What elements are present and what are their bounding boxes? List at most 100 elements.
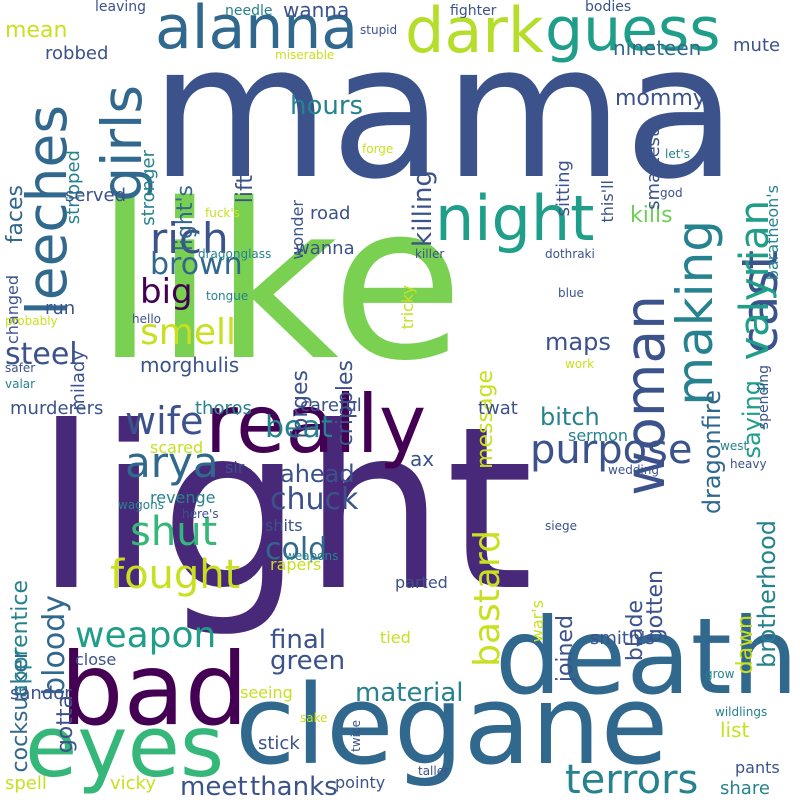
word-eyes: eyes: [25, 698, 225, 797]
word-night: night: [435, 182, 595, 255]
word-guess: guess: [545, 0, 721, 65]
word-lift: lift: [233, 175, 258, 204]
word-leaving: leaving: [95, 0, 147, 15]
word-morghulis: morghulis: [140, 353, 240, 377]
word-light-s: light's: [173, 185, 198, 252]
word-death: death: [495, 596, 799, 718]
word-sermon: sermon: [568, 426, 628, 445]
word-heavy: heavy: [730, 457, 767, 471]
word-hours: hours: [290, 91, 364, 121]
word-thanks: thanks: [250, 772, 338, 800]
word-wonder: wonder: [288, 200, 307, 260]
word-shits: shits: [265, 516, 303, 535]
word-chuck: chuck: [270, 482, 359, 517]
word-rich: rich: [150, 214, 229, 263]
word-tongue: tongue: [206, 289, 249, 303]
word-mommy: mommy: [615, 86, 706, 111]
word-bastard: bastard: [467, 530, 508, 667]
word-joined: joined: [553, 615, 578, 683]
word-like: like: [95, 157, 464, 408]
word-fighter: fighter: [450, 3, 497, 19]
word-work: work: [565, 357, 595, 371]
word-message: message: [473, 370, 498, 469]
word-wanna: wanna: [295, 238, 355, 259]
word-vicky: vicky: [110, 773, 156, 794]
word-alanna: alanna: [155, 0, 359, 63]
word-let-s: let's: [665, 147, 690, 161]
word-mama: mama: [150, 4, 738, 220]
word-careful: careful: [300, 395, 362, 416]
word-road: road: [310, 203, 351, 224]
word-brown: brown: [150, 247, 243, 282]
word-spell: spell: [5, 773, 47, 794]
word-run: run: [45, 298, 76, 319]
word-west: west: [720, 439, 749, 453]
word-thoros: thoros: [195, 398, 252, 419]
word-stronger: stronger: [138, 150, 159, 226]
word-ax: ax: [410, 447, 435, 471]
word-big: big: [140, 272, 193, 312]
word-making: making: [666, 220, 724, 406]
word-weapon: weapon: [75, 615, 217, 656]
word-bodies: bodies: [585, 0, 632, 15]
word-killing: killing: [408, 170, 438, 247]
word-fuck-s: fuck's: [205, 206, 240, 220]
word-nineteen: nineteen: [613, 36, 702, 60]
word-smith-s: smith's: [590, 628, 655, 649]
word-tricky: tricky: [398, 285, 417, 330]
word-list: list: [720, 718, 750, 742]
word-revenge: revenge: [150, 488, 216, 507]
word-pointy: pointy: [335, 773, 386, 792]
word-dragonglass: dragonglass: [198, 247, 272, 261]
word-probably: probably: [5, 314, 58, 328]
word-clegane: clegane: [235, 661, 669, 789]
word-needle: needle: [225, 3, 273, 19]
word-arya: arya: [125, 438, 219, 487]
word-beat: beat: [265, 410, 333, 445]
word-miserable: miserable: [275, 48, 335, 62]
word-war-s: war's: [528, 600, 547, 643]
word-here-s: here's: [182, 507, 219, 521]
word-murderers: murderers: [10, 398, 104, 419]
word-sake: sake: [300, 711, 328, 725]
word-mute: mute: [733, 35, 781, 56]
word-valar: valar: [5, 377, 36, 391]
word-stick: stick: [258, 733, 300, 754]
word-dawn: dawn: [733, 615, 758, 675]
word-seeing: seeing: [240, 683, 293, 702]
word-spending: spending: [756, 365, 772, 430]
word-kills: kills: [630, 203, 673, 228]
word-hello: hello: [132, 312, 161, 326]
word-smell: smell: [140, 312, 236, 353]
word-final: final: [270, 625, 327, 655]
word-bloody: bloody: [37, 595, 72, 696]
word-changed: changed: [3, 275, 22, 345]
word-steel: steel: [5, 337, 78, 372]
word-killer: killer: [415, 247, 445, 261]
word-share: share: [720, 778, 770, 799]
word-forge: forge: [362, 142, 394, 156]
word-fought: fought: [110, 552, 241, 598]
word-apprentice: apprentice: [8, 580, 33, 698]
word-weapons: weapons: [285, 549, 339, 563]
word-shut: shut: [130, 509, 218, 555]
word-robbed: robbed: [45, 43, 109, 64]
word-wife: wife: [125, 399, 204, 443]
word-cold: cold: [265, 532, 328, 567]
word-wildlings: wildlings: [715, 705, 768, 719]
word-twice: twice: [349, 720, 363, 752]
word-god: god: [660, 186, 683, 200]
word-wedding: wedding: [608, 463, 659, 477]
word-purpose: purpose: [530, 427, 693, 473]
word-maps: maps: [545, 328, 611, 356]
word-meet: meet: [180, 772, 248, 800]
word-this-ll: this'll: [598, 180, 617, 223]
word-wagons: wagons: [118, 498, 164, 512]
word-material: material: [355, 678, 464, 708]
word-ahead: ahead: [280, 460, 355, 488]
word-taller: taller: [418, 764, 450, 778]
word-rapers: rapers: [270, 555, 322, 574]
word-faces: faces: [3, 185, 28, 244]
word-blue: blue: [558, 286, 584, 300]
